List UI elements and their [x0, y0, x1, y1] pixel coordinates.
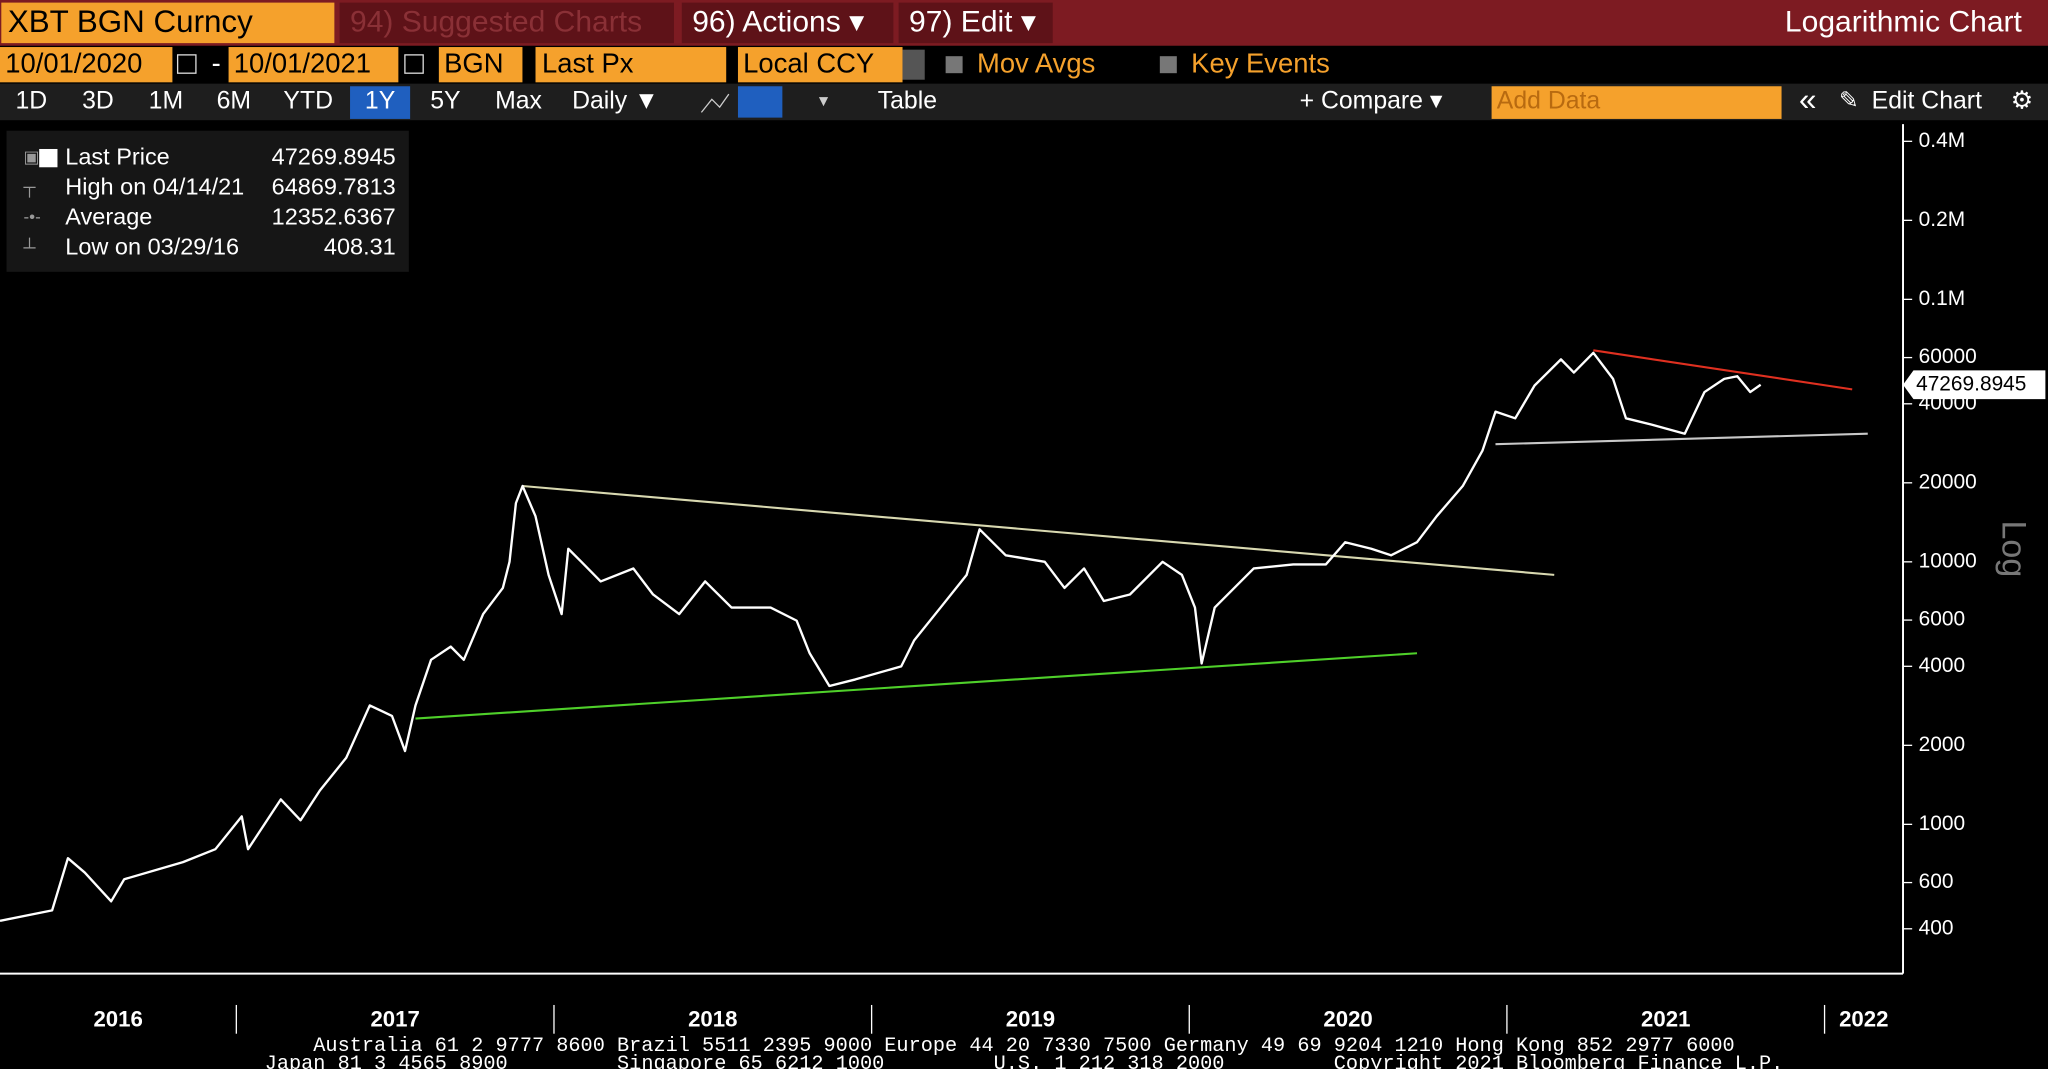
pencil-icon[interactable]: ✎ [1839, 87, 1859, 113]
trendline [1495, 432, 1868, 446]
y-tick-label: 6000 [1919, 608, 1965, 631]
trendline [415, 652, 1418, 720]
axis-label: Log [1994, 521, 2032, 578]
add-data-box[interactable] [1491, 86, 1782, 119]
legend-marker: ┴ [23, 237, 37, 257]
calendar-icon[interactable] [404, 54, 424, 74]
date-dash: - [212, 48, 221, 79]
last-value-label: 47269.8945 [1916, 372, 2026, 395]
security-box[interactable] [1, 2, 335, 44]
y-tick-label: 400 [1919, 916, 1954, 939]
y-tick-label: 600 [1919, 870, 1954, 893]
legend-value: 64869.7813 [272, 173, 396, 199]
actions[interactable]: 96) Actions ▾ [692, 5, 864, 38]
price-line [0, 351, 1762, 922]
actions-button[interactable] [681, 2, 894, 44]
x-tick-label: 2022 [1839, 1007, 1888, 1032]
checkbox[interactable] [945, 56, 963, 74]
end-date-box[interactable] [228, 47, 399, 83]
footer-line: Australia 61 2 9777 8600 Brazil 5511 239… [313, 1035, 1734, 1058]
y-tick-label: 0.2M [1919, 208, 1965, 231]
legend-value: 408.31 [324, 233, 396, 259]
edit-button[interactable] [898, 2, 1053, 44]
y-tick-label: 4000 [1919, 654, 1965, 677]
source[interactable]: BGN [444, 48, 503, 79]
currency-box[interactable] [737, 47, 903, 83]
legend-label: Last Price [65, 143, 169, 169]
period-buttons: 1D 3D 1M 6M YTD 1Y 5Y Max [15, 86, 543, 119]
period-button[interactable]: 3D [82, 87, 114, 114]
key-events[interactable]: Key Events [1191, 48, 1330, 79]
line-icon[interactable] [700, 93, 730, 113]
field[interactable]: Last Px [542, 48, 634, 79]
legend-swatch [39, 148, 58, 168]
collapse[interactable]: « [1799, 82, 1816, 117]
legend-marker: ▣ [24, 148, 40, 167]
source-box[interactable] [438, 47, 523, 83]
x-tick-label: 2021 [1641, 1007, 1690, 1032]
x-tick-label: 2017 [370, 1007, 419, 1032]
y-tick-label: 20000 [1919, 470, 1977, 493]
dropdown-icon[interactable]: ▾ [819, 90, 828, 111]
start-date-box[interactable] [0, 47, 173, 83]
legend-marker: -•- [24, 208, 41, 227]
add-data[interactable]: Add Data [1497, 87, 1601, 114]
x-tick-label: 2018 [688, 1007, 737, 1032]
legend-box [6, 130, 409, 272]
start-date[interactable]: 10/01/2020 [5, 48, 142, 79]
end-date[interactable]: 10/01/2021 [234, 48, 371, 79]
x-tick-label: 2020 [1323, 1007, 1372, 1032]
period-button[interactable]: 1D [15, 87, 47, 114]
calendar-icon[interactable] [176, 54, 197, 74]
legend-value: 12352.6367 [272, 203, 396, 229]
x-tick-label: 2016 [93, 1007, 142, 1032]
period-button[interactable]: YTD [283, 87, 333, 114]
x-tick-label: 2019 [1006, 1007, 1055, 1032]
currency-dropdown[interactable] [902, 49, 925, 80]
period-button[interactable]: 6M [217, 87, 251, 114]
y-tick-label: 2000 [1919, 733, 1965, 756]
period-selected[interactable] [350, 86, 411, 119]
legend: ▣ Last Price 47269.8945 ┬ High on 04/14/21 64… [23, 143, 396, 259]
period-button[interactable]: 1Y [365, 87, 395, 114]
y-tick-label: 1000 [1919, 812, 1965, 835]
field-box[interactable] [535, 47, 727, 83]
period-button[interactable]: 5Y [430, 87, 460, 114]
checkbox[interactable] [1159, 56, 1177, 74]
y-tick-label: 0.4M [1919, 129, 1965, 152]
suggested[interactable]: 94) Suggested Charts [350, 5, 642, 38]
last-value-flag [1903, 370, 2046, 400]
legend-label: High on 04/14/21 [65, 173, 244, 199]
period-button[interactable]: Max [495, 87, 542, 114]
legend-label: Low on 03/29/16 [65, 233, 239, 259]
edit-chart[interactable]: Edit Chart [1872, 87, 1982, 114]
edit[interactable]: 97) Edit ▾ [909, 5, 1036, 38]
frequency[interactable]: Daily ▼ [572, 87, 659, 114]
table[interactable]: Table [878, 87, 937, 114]
compare[interactable]: + Compare ▾ [1300, 87, 1443, 114]
chart-mode: Logarithmic Chart [1785, 5, 2023, 38]
trendline [522, 484, 1555, 576]
security[interactable]: XBT BGN Curncy [8, 4, 253, 39]
y-tick-label: 10000 [1919, 549, 1977, 572]
legend-marker: ┬ [23, 178, 37, 198]
footer-line: Japan 81 3 4565 8900 Singapore 65 6212 1… [265, 1053, 1784, 1069]
mov-avgs[interactable]: Mov Avgs [977, 48, 1095, 79]
currency[interactable]: Local CCY [743, 48, 874, 79]
trendline [1593, 349, 1853, 391]
settings-icon[interactable]: ⚙ [2011, 87, 2033, 114]
legend-value: 47269.8945 [272, 143, 396, 169]
candle-icon[interactable] [737, 86, 783, 118]
y-tick-label: 0.1M [1919, 287, 1965, 310]
period-button[interactable]: 1M [149, 87, 183, 114]
suggested-button[interactable] [339, 2, 674, 44]
legend-label: Average [65, 203, 152, 229]
y-tick-label: 60000 [1919, 345, 1977, 368]
chart: 0.4M0.2M0.1M6000040000200001000060004000… [0, 124, 2046, 1034]
